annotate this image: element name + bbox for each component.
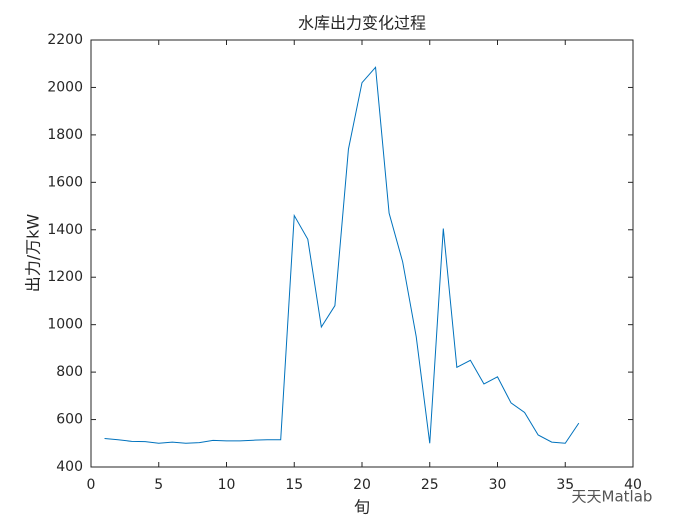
x-tick-label: 0 <box>87 477 96 493</box>
y-tick-label: 400 <box>56 459 83 475</box>
y-axis-label: 出力/万kW <box>24 214 43 293</box>
chart-title: 水库出力变化过程 <box>298 14 426 33</box>
x-tick-label: 5 <box>154 477 163 493</box>
x-tick-label: 20 <box>353 477 371 493</box>
x-tick-label: 30 <box>489 477 507 493</box>
watermark: 天天Matlab <box>572 488 653 506</box>
y-tick-label: 1800 <box>47 127 83 143</box>
y-tick-label: 2200 <box>47 32 83 48</box>
y-tick-label: 1400 <box>47 222 83 238</box>
x-tick-label: 10 <box>218 477 236 493</box>
x-axis-label: 旬 <box>354 498 370 517</box>
y-tick-label: 1200 <box>47 269 83 285</box>
y-tick-label: 2000 <box>47 79 83 95</box>
line <box>104 66 580 444</box>
x-tick-label: 25 <box>421 477 439 493</box>
x-tick-label: 15 <box>285 477 303 493</box>
y-tick-label: 1000 <box>47 317 83 333</box>
x-tick-label: 35 <box>556 477 574 493</box>
y-tick-label: 600 <box>56 412 83 428</box>
y-tick-label: 1600 <box>47 174 83 190</box>
y-tick-label: 800 <box>56 364 83 380</box>
x-tick-label: 40 <box>624 477 642 493</box>
